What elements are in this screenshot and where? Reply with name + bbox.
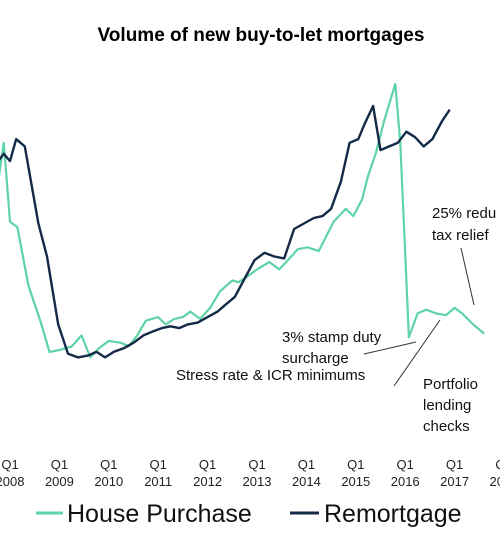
annotation-stamp-duty-arrow	[363, 341, 417, 355]
annotation-tax-relief: 25% redu tax relief	[432, 205, 496, 306]
legend-label-house-purchase: House Purchase	[67, 500, 252, 528]
x-tick-quarter-3: Q1	[150, 457, 167, 472]
x-tick-year-5: 2013	[243, 474, 272, 489]
x-tick-quarter-9: Q1	[446, 457, 463, 472]
series-lines	[0, 82, 485, 359]
annotation-portfolio: Portfolio lending checks	[393, 319, 478, 435]
x-tick-year-8: 2016	[391, 474, 420, 489]
annotation-tax-relief-arrow	[460, 247, 475, 306]
x-tick-year-0: 2008	[0, 474, 24, 489]
x-tick-year-1: 2009	[45, 474, 74, 489]
x-tick-year-4: 2012	[193, 474, 222, 489]
x-tick-year-2: 2010	[94, 474, 123, 489]
x-tick-year-7: 2015	[341, 474, 370, 489]
x-tick-quarter-0: Q1	[1, 457, 18, 472]
x-tick-year-3: 2011	[144, 474, 172, 489]
x-tick-quarter-6: Q1	[298, 457, 315, 472]
annotation-portfolio-line-3: checks	[423, 418, 470, 435]
annotation-tax-relief-line-2: tax relief	[432, 227, 490, 244]
x-tick-year-10: 2018	[490, 474, 500, 489]
series-line-remortgage	[0, 104, 451, 359]
x-tick-quarter-8: Q1	[397, 457, 414, 472]
annotation-portfolio-line-1: Portfolio	[423, 376, 478, 393]
annotation-stress-rate: Stress rate & ICR minimums	[176, 367, 365, 384]
legend: House Purchase Remortgage	[36, 500, 462, 528]
annotation-portfolio-line-2: lending	[423, 397, 471, 414]
x-tick-quarter-5: Q1	[248, 457, 265, 472]
x-tick-year-9: 2017	[440, 474, 469, 489]
x-tick-quarter-10: Q1	[495, 457, 500, 472]
annotation-stamp-duty-line-1: 3% stamp duty	[282, 329, 382, 346]
x-tick-quarter-4: Q1	[199, 457, 216, 472]
annotation-stamp-duty: 3% stamp duty surcharge	[282, 329, 417, 367]
legend-label-remortgage: Remortgage	[324, 500, 462, 528]
x-tick-quarter-1: Q1	[51, 457, 68, 472]
chart-title: Volume of new buy-to-let mortgages	[98, 25, 425, 46]
annotation-tax-relief-line-1: 25% redu	[432, 205, 496, 222]
annotation-stamp-duty-line-2: surcharge	[282, 350, 349, 367]
x-tick-quarter-2: Q1	[100, 457, 117, 472]
x-tick-year-6: 2014	[292, 474, 321, 489]
x-axis-ticks: Q1 2008 Q1 2009 Q1 2010 Q1 2011 Q1 2012 Q1 2013 Q1 20…	[0, 457, 500, 489]
series-line-house-purchase	[0, 82, 485, 359]
annotation-portfolio-arrow	[393, 319, 441, 387]
x-tick-quarter-7: Q1	[347, 457, 364, 472]
